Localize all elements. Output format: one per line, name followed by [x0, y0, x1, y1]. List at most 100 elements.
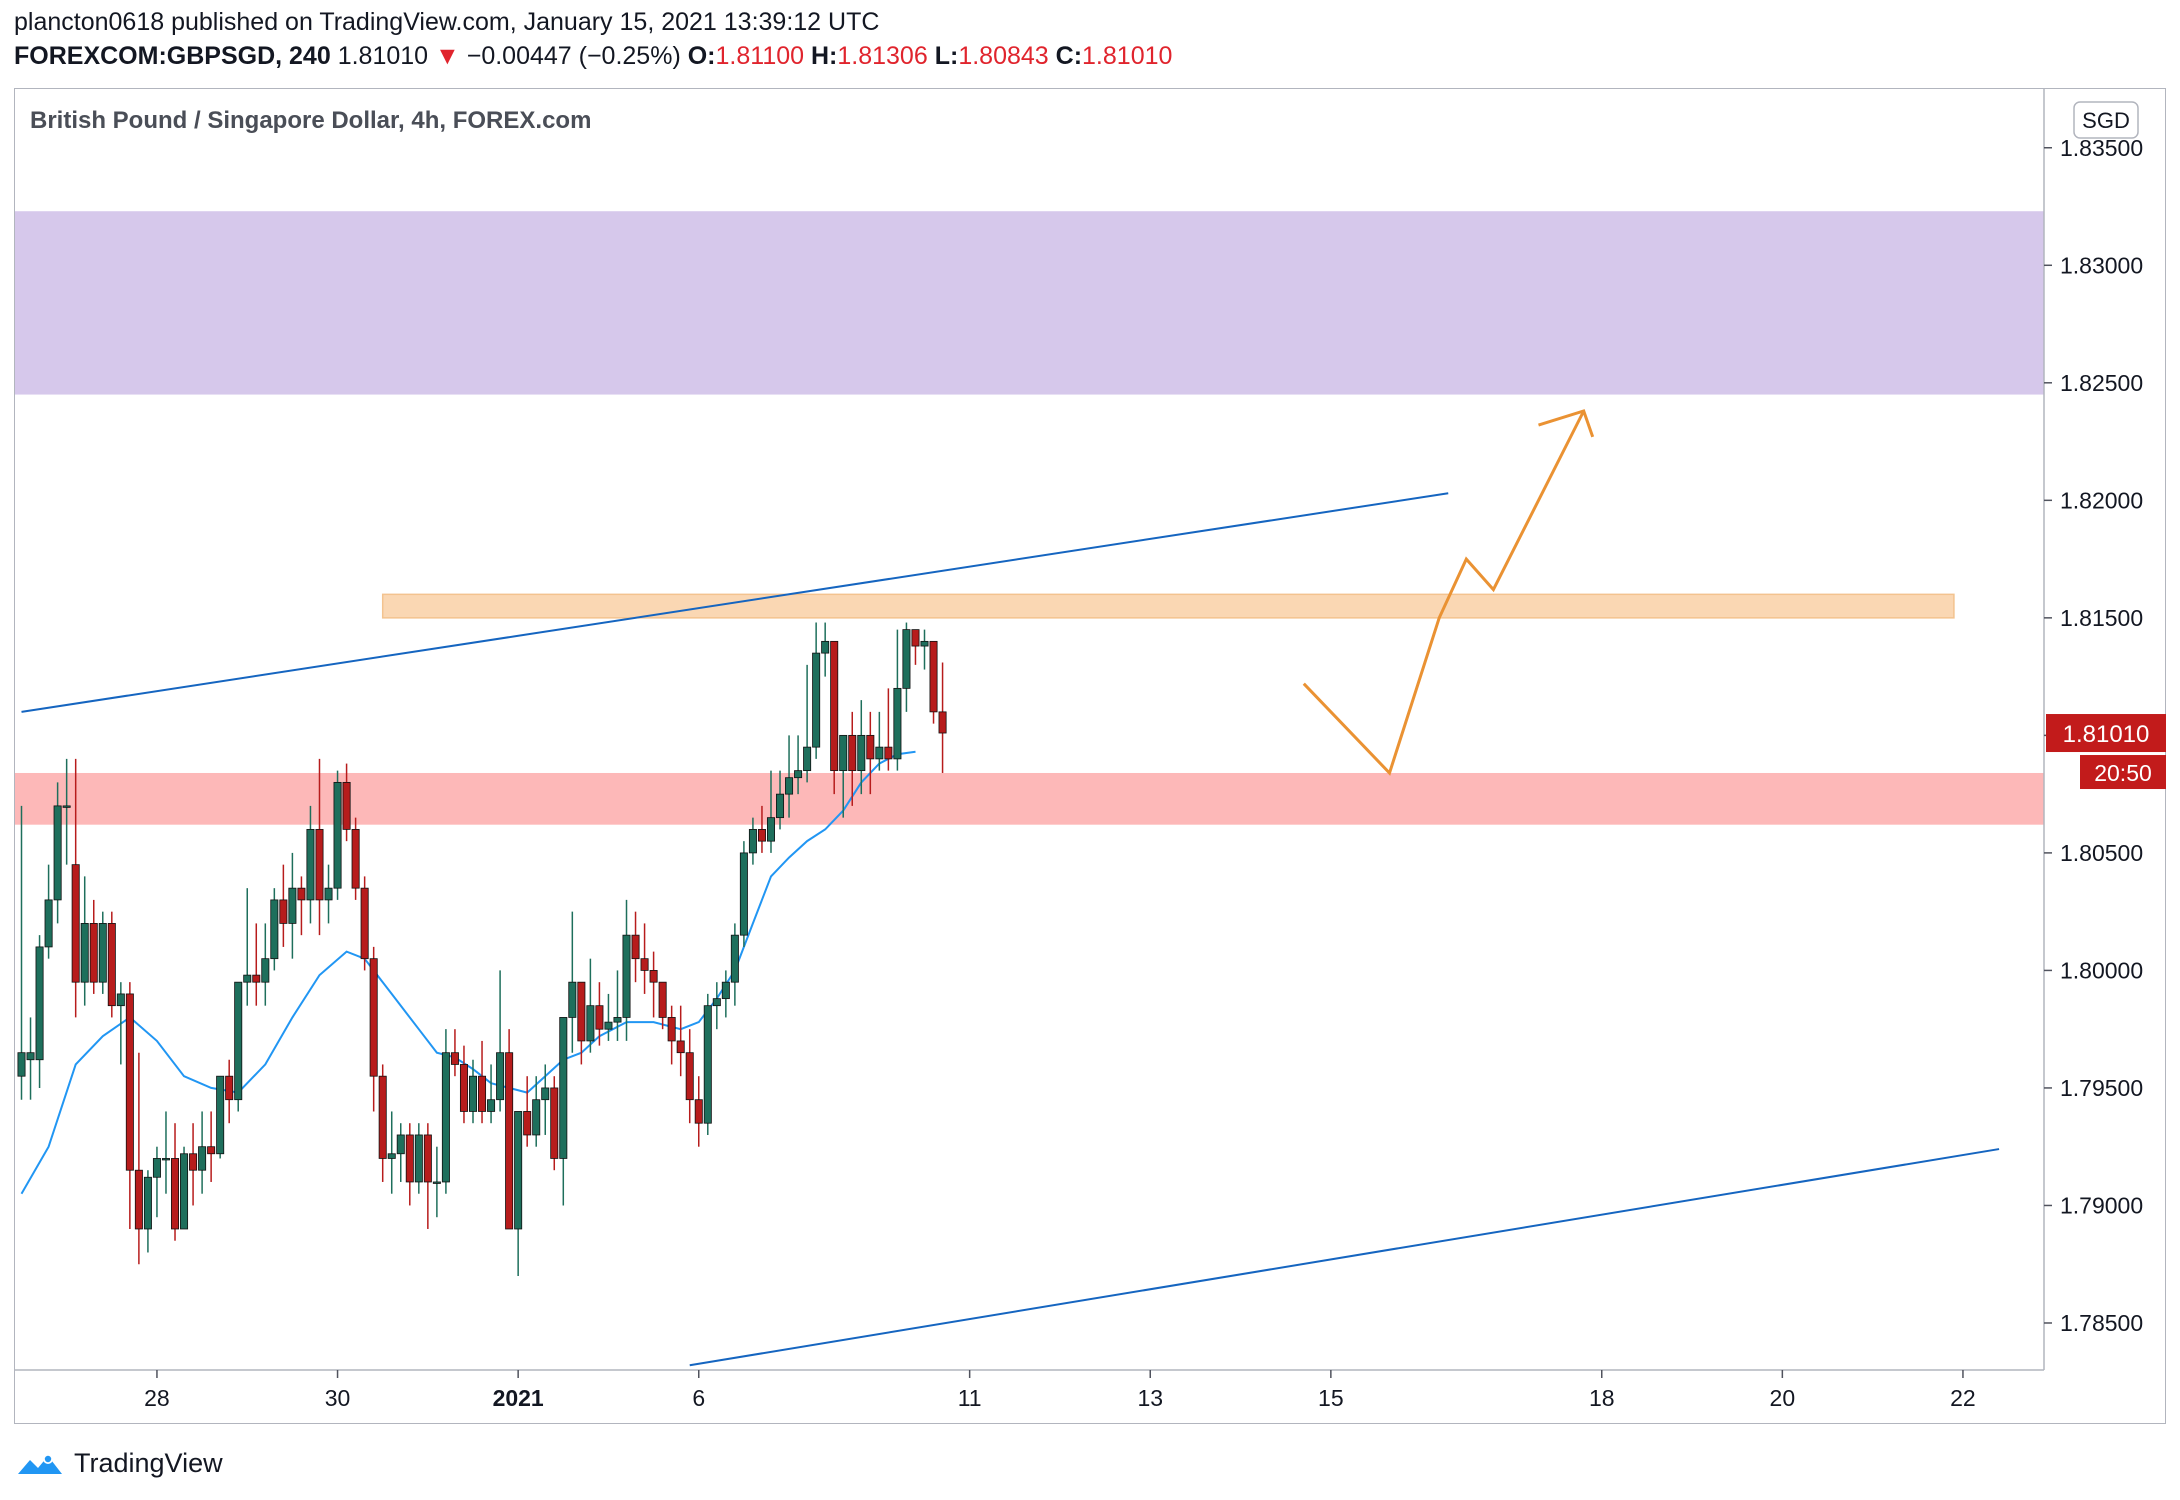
change-value: −0.00447 (−0.25%) — [466, 42, 681, 70]
candle-up — [143, 1176, 152, 1230]
price-tick-label: 1.78500 — [2060, 1310, 2143, 1336]
candle-up — [270, 899, 279, 960]
candle-up — [785, 777, 794, 795]
time-axis[interactable]: 28 30 2021 6 11 13 15 18 20 22 — [15, 1369, 2044, 1411]
candle-up — [748, 828, 757, 854]
candle-up — [613, 1017, 622, 1023]
time-tick-label: 28 — [144, 1385, 170, 1411]
candle-up — [198, 1146, 207, 1171]
footer-brand[interactable]: TradingView — [16, 1448, 223, 1479]
candle-down — [225, 1075, 234, 1101]
candle-down — [830, 640, 839, 772]
candle-down — [631, 934, 640, 960]
candle-down — [189, 1153, 198, 1171]
candle-down — [911, 629, 920, 647]
candle-up — [432, 1181, 441, 1184]
countdown-tag — [2080, 755, 2166, 790]
candle-up — [161, 1158, 170, 1161]
price-tick-label: 1.79500 — [2060, 1075, 2143, 1101]
high-label: H: — [810, 42, 838, 70]
channel-lower-line[interactable] — [689, 1148, 2000, 1367]
time-tick-label: 13 — [1137, 1385, 1163, 1411]
candle-up — [98, 923, 107, 983]
candle-down — [315, 828, 324, 901]
candle-down — [866, 734, 875, 760]
candle-down — [649, 970, 658, 983]
candle-up — [514, 1111, 523, 1230]
currency-label: SGD — [2082, 108, 2130, 133]
candle-down — [450, 1052, 459, 1065]
candle-up — [216, 1075, 225, 1155]
projection-path[interactable] — [1302, 410, 1586, 776]
candle-up — [234, 981, 243, 1101]
candle-down — [71, 864, 80, 983]
candle-up — [324, 887, 333, 901]
close-value: 1.81010 — [1082, 42, 1173, 70]
candle-up — [387, 1153, 396, 1159]
candle-down — [640, 958, 649, 971]
currency-box[interactable] — [2073, 101, 2139, 139]
candle-down — [459, 1064, 468, 1112]
overlay-layer — [1302, 409, 1595, 776]
candle-up — [62, 805, 71, 808]
candle-up — [487, 1099, 496, 1112]
candle-down — [342, 781, 351, 830]
open-label: O: — [687, 42, 716, 70]
current-price-label: 1.81010 — [2063, 721, 2150, 748]
candle-up — [559, 1017, 568, 1159]
candle-up — [496, 1052, 505, 1101]
tradingview-logo-icon — [18, 1453, 62, 1474]
candle-down — [89, 923, 98, 983]
high-value: 1.81306 — [837, 42, 928, 70]
candle-down — [676, 1040, 685, 1054]
candle-down — [405, 1134, 414, 1183]
price-tick-label: 1.81500 — [2060, 605, 2143, 631]
open-value: 1.81100 — [715, 42, 805, 70]
time-tick-label: 22 — [1950, 1385, 1976, 1411]
candle-down — [360, 887, 369, 960]
candle-down — [694, 1099, 703, 1124]
candle-up — [857, 734, 866, 772]
time-tick-label: 11 — [958, 1385, 982, 1411]
candle-up — [541, 1087, 550, 1101]
candle-up — [730, 934, 739, 983]
candle-up — [902, 629, 911, 689]
candle-up — [766, 817, 775, 842]
candle-down — [595, 1005, 604, 1030]
time-tick-label: 20 — [1770, 1385, 1796, 1411]
price-tick-label: 1.79000 — [2060, 1192, 2143, 1218]
channel-upper-line[interactable] — [21, 492, 1449, 713]
time-tick-label: 15 — [1318, 1385, 1344, 1411]
candle-down — [207, 1146, 216, 1155]
current-price-tag — [2046, 714, 2166, 753]
symbol-ohlc-line: FOREXCOM:GBPSGD, 240 1.81010 ▼ −0.00447 … — [14, 42, 1172, 71]
candle-up — [712, 998, 721, 1007]
candle-up — [875, 746, 884, 760]
candle-up — [739, 852, 748, 936]
candle-up — [180, 1153, 189, 1230]
candle-up — [243, 974, 252, 983]
publish-line: plancton0618 published on TradingView.co… — [14, 8, 880, 36]
candle-up — [53, 805, 62, 901]
candle-up — [703, 1005, 712, 1124]
candle-down — [667, 1017, 676, 1042]
candle-up — [794, 770, 803, 779]
time-tick-label: 30 — [325, 1385, 351, 1411]
price-tick-label: 1.80500 — [2060, 840, 2143, 866]
candle-down — [505, 1052, 514, 1230]
candle-down — [848, 734, 857, 772]
candle-up — [532, 1099, 541, 1136]
candle-up — [468, 1075, 477, 1112]
last-price: 1.81010 — [337, 42, 429, 70]
candle-up — [812, 652, 821, 748]
candle-up — [803, 746, 812, 772]
candle-up — [821, 640, 830, 654]
close-label: C: — [1055, 42, 1083, 70]
candle-down — [523, 1111, 532, 1136]
candle-up — [586, 1005, 595, 1042]
candle-down — [478, 1075, 487, 1112]
footer-brand-label: TradingView — [74, 1448, 223, 1478]
candle-up — [35, 946, 44, 1061]
candle-up — [17, 1052, 26, 1077]
